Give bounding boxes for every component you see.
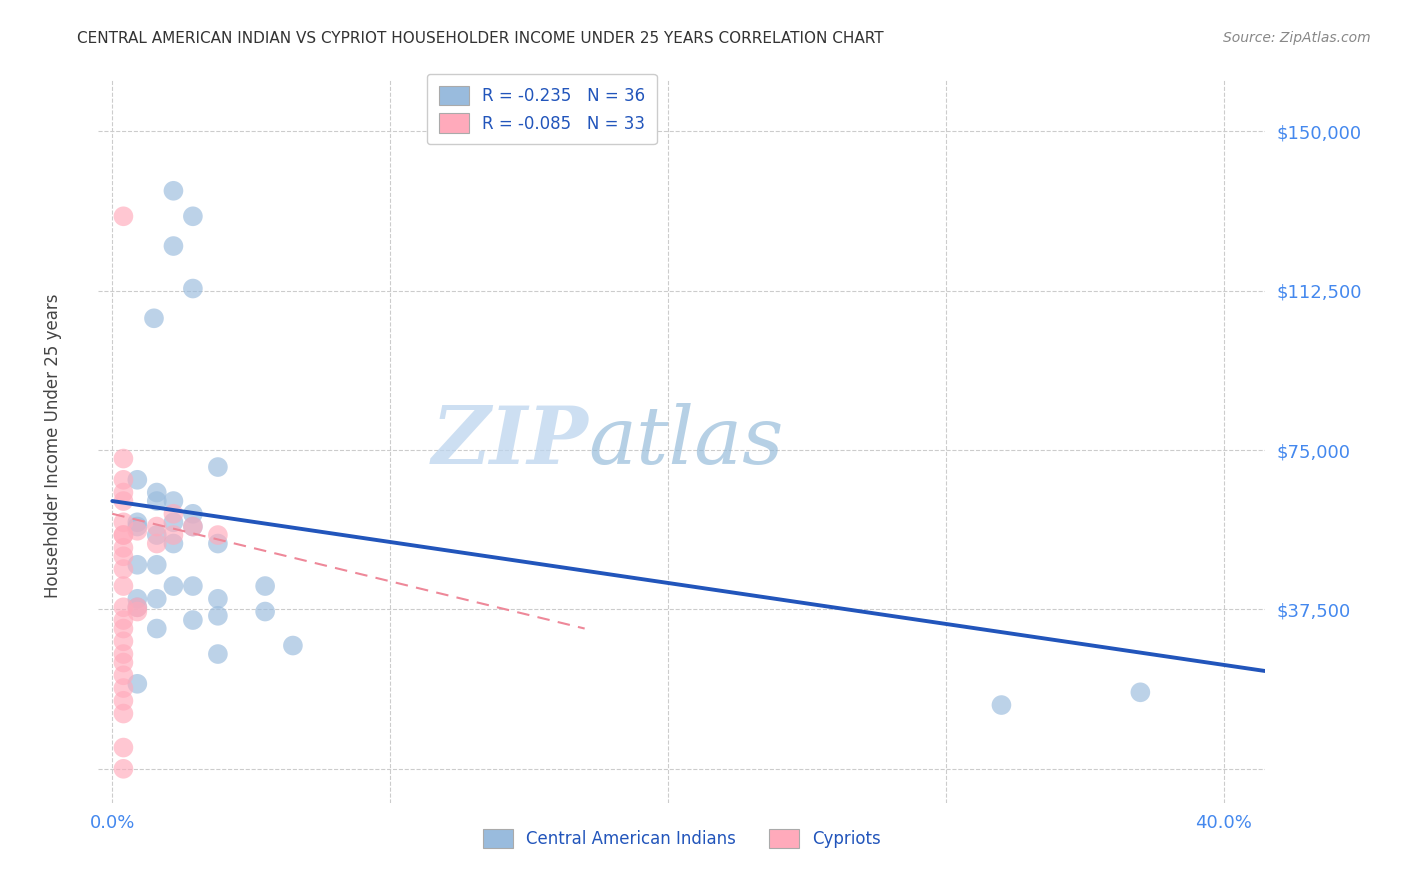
Point <box>127 473 149 487</box>
Point <box>112 647 135 661</box>
Point <box>181 579 204 593</box>
Point <box>181 519 204 533</box>
Point <box>112 451 135 466</box>
Point <box>181 507 204 521</box>
Point <box>127 558 149 572</box>
Point <box>162 579 184 593</box>
Point <box>146 519 169 533</box>
Point <box>207 528 229 542</box>
Point <box>146 622 169 636</box>
Point <box>146 528 169 542</box>
Point <box>162 528 184 542</box>
Point <box>207 647 229 661</box>
Point <box>112 656 135 670</box>
Point <box>207 608 229 623</box>
Point <box>112 706 135 721</box>
Point <box>112 541 135 555</box>
Point <box>207 536 229 550</box>
Point <box>162 516 184 530</box>
Point <box>127 605 149 619</box>
Point <box>146 494 169 508</box>
Point <box>162 184 184 198</box>
Point <box>281 639 304 653</box>
Point <box>254 579 277 593</box>
Point <box>112 473 135 487</box>
Point <box>207 460 229 475</box>
Point <box>112 494 135 508</box>
Point <box>112 622 135 636</box>
Point <box>127 591 149 606</box>
Point <box>146 591 169 606</box>
Point <box>127 516 149 530</box>
Point <box>112 209 135 223</box>
Point <box>112 613 135 627</box>
Point <box>127 524 149 538</box>
Point <box>162 536 184 550</box>
Point <box>181 209 204 223</box>
Point <box>146 536 169 550</box>
Point <box>162 494 184 508</box>
Point <box>112 681 135 695</box>
Point <box>112 528 135 542</box>
Point <box>112 600 135 615</box>
Point <box>112 740 135 755</box>
Point <box>112 516 135 530</box>
Point <box>127 677 149 691</box>
Point <box>127 600 149 615</box>
Point <box>112 528 135 542</box>
Text: ZIP: ZIP <box>432 403 589 480</box>
Point <box>112 579 135 593</box>
Point <box>112 694 135 708</box>
Point <box>162 507 184 521</box>
Text: CENTRAL AMERICAN INDIAN VS CYPRIOT HOUSEHOLDER INCOME UNDER 25 YEARS CORRELATION: CENTRAL AMERICAN INDIAN VS CYPRIOT HOUSE… <box>77 31 884 46</box>
Point <box>181 281 204 295</box>
Point <box>181 519 204 533</box>
Point <box>112 549 135 564</box>
Point <box>162 239 184 253</box>
Text: Householder Income Under 25 years: Householder Income Under 25 years <box>45 293 62 599</box>
Point <box>181 613 204 627</box>
Point <box>127 519 149 533</box>
Point <box>112 668 135 682</box>
Point <box>146 485 169 500</box>
Point <box>112 762 135 776</box>
Point <box>143 311 166 326</box>
Point <box>112 485 135 500</box>
Point <box>112 562 135 576</box>
Legend: Central American Indians, Cypriots: Central American Indians, Cypriots <box>471 817 893 860</box>
Point <box>207 591 229 606</box>
Point <box>990 698 1012 712</box>
Point <box>112 634 135 648</box>
Point <box>146 558 169 572</box>
Point <box>127 600 149 615</box>
Point <box>254 605 277 619</box>
Point <box>1129 685 1152 699</box>
Text: atlas: atlas <box>589 403 785 480</box>
Text: Source: ZipAtlas.com: Source: ZipAtlas.com <box>1223 31 1371 45</box>
